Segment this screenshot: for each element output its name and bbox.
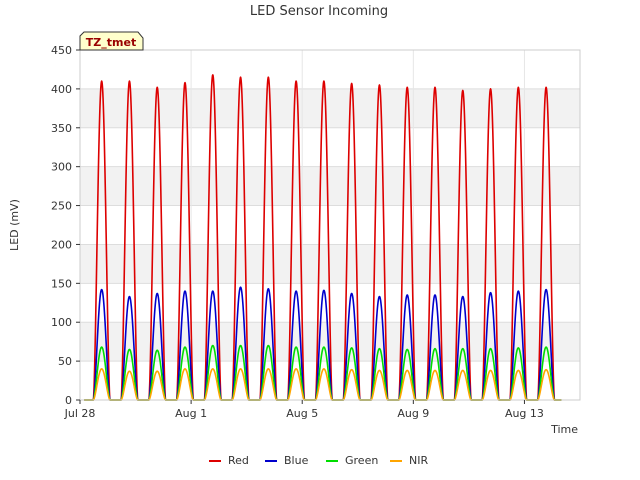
y-axis: 0 50 100 150 200 250 300 350 400 450 bbox=[51, 44, 80, 407]
band bbox=[80, 88, 580, 128]
x-tick-label: Aug 1 bbox=[175, 407, 207, 420]
site-label-box: TZ_tmet bbox=[79, 31, 144, 51]
y-tick-label: 150 bbox=[51, 277, 72, 290]
site-label-badge bbox=[79, 31, 144, 51]
legend-label-nir: NIR bbox=[409, 454, 428, 467]
plot-border bbox=[79, 49, 581, 401]
x-tick-label: Aug 5 bbox=[286, 407, 318, 420]
x-tick-label: Aug 13 bbox=[505, 407, 544, 420]
y-tick-label: 50 bbox=[58, 355, 72, 368]
y-tick-label: 0 bbox=[65, 394, 72, 407]
band bbox=[80, 166, 580, 206]
legend: Red Blue Green NIR bbox=[209, 454, 428, 467]
y-tick-label: 350 bbox=[51, 122, 72, 135]
legend-label-red: Red bbox=[228, 454, 249, 467]
y-tick-label: 300 bbox=[51, 161, 72, 174]
y-tick-label: 450 bbox=[51, 44, 72, 57]
x-tick-label: Aug 9 bbox=[397, 407, 429, 420]
x-tick-label: Jul 28 bbox=[64, 407, 96, 420]
y-tick-label: 250 bbox=[51, 200, 72, 213]
y-tick-label: 100 bbox=[51, 316, 72, 329]
legend-label-blue: Blue bbox=[284, 454, 309, 467]
plot-area bbox=[79, 49, 581, 401]
legend-label-green: Green bbox=[345, 454, 378, 467]
y-tick-label: 400 bbox=[51, 83, 72, 96]
y-tick-label: 200 bbox=[51, 238, 72, 251]
band bbox=[80, 244, 580, 284]
x-axis-label: Time bbox=[550, 423, 578, 436]
y-axis-label: LED (mV) bbox=[8, 199, 21, 251]
chart-title: LED Sensor Incoming bbox=[250, 4, 388, 19]
site-label: TZ_tmet bbox=[86, 36, 136, 49]
x-axis: Jul 28 Aug 1 Aug 5 Aug 9 Aug 13 bbox=[64, 400, 544, 420]
